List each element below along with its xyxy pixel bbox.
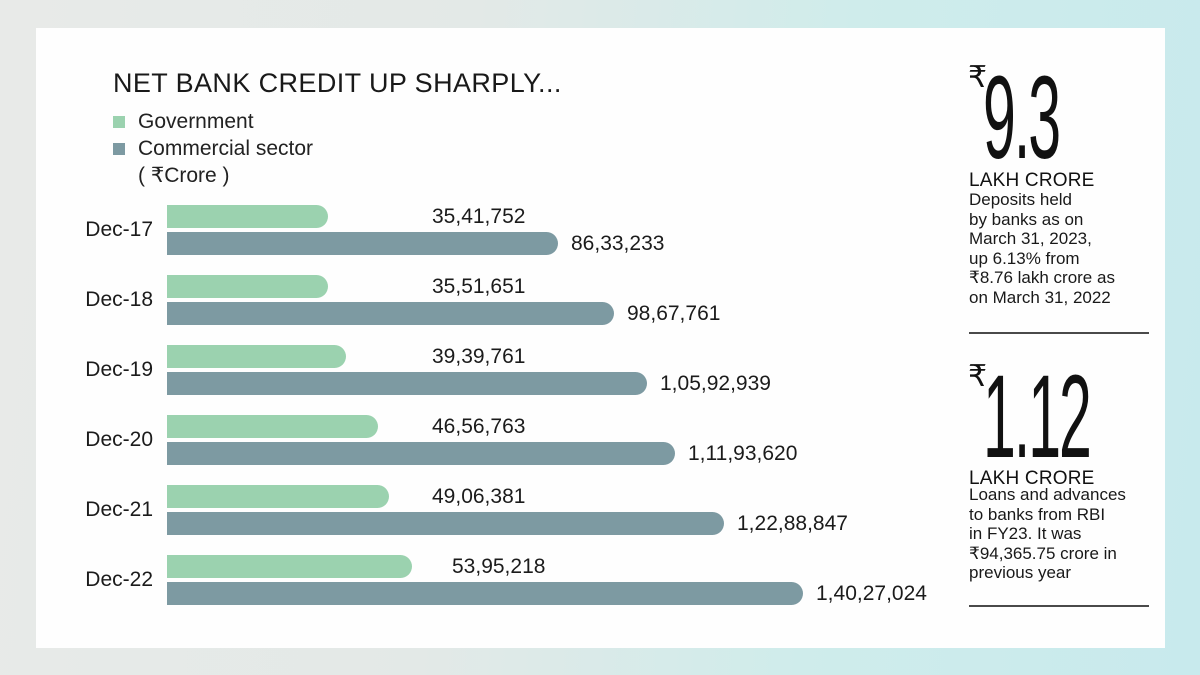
bar-pair: 35,51,651 98,67,761 (167, 275, 927, 325)
stat-value-2: 1.12 (983, 351, 1092, 483)
commercial-value-label: 1,11,93,620 (688, 442, 798, 465)
sidebar-divider (969, 605, 1149, 607)
government-value-label: 49,06,381 (432, 485, 526, 508)
legend-item-commercial: Commercial sector (113, 135, 313, 162)
bar-pair: 53,95,218 1,40,27,024 (167, 555, 927, 605)
category-label: Dec-18 (85, 288, 153, 311)
stat-unit-1: LAKH CRORE (969, 170, 1095, 191)
chart-row: Dec-22 53,95,218 1,40,27,024 (85, 555, 927, 605)
commercial-swatch-icon (113, 142, 125, 155)
commercial-bar (167, 582, 803, 605)
rupee-icon: ₹ (968, 61, 988, 94)
government-value-label: 53,95,218 (452, 555, 546, 578)
bar-pair: 35,41,752 86,33,233 (167, 205, 927, 255)
stat-value-1: 9.3 (983, 52, 1061, 184)
government-value-label: 35,41,752 (432, 205, 526, 228)
government-swatch-icon (113, 115, 125, 128)
government-value-label: 35,51,651 (432, 275, 526, 298)
commercial-bar (167, 512, 724, 535)
government-bar (167, 485, 389, 508)
bar-pair: 39,39,761 1,05,92,939 (167, 345, 927, 395)
infographic-card: NET BANK CREDIT UP SHARPLY... Government… (36, 28, 1165, 648)
stat-description-1: Deposits held by banks as on March 31, 2… (969, 190, 1115, 307)
bar-pair: 49,06,381 1,22,88,847 (167, 485, 927, 535)
government-bar (167, 275, 328, 298)
chart-unit-label: ( ₹Crore ) (138, 164, 230, 187)
bar-pair: 46,56,763 1,11,93,620 (167, 415, 927, 465)
legend-label-commercial: Commercial sector (138, 136, 314, 160)
stats-sidebar: ₹ 9.3 LAKH CRORE Deposits held by banks … (968, 28, 1165, 648)
bar-chart: Dec-17 35,41,752 86,33,233 Dec-18 35,51,… (85, 205, 927, 625)
chart-row: Dec-17 35,41,752 86,33,233 (85, 205, 927, 255)
government-value-label: 46,56,763 (432, 415, 526, 438)
commercial-bar (167, 372, 647, 395)
commercial-value-label: 86,33,233 (571, 232, 665, 255)
chart-row: Dec-21 49,06,381 1,22,88,847 (85, 485, 927, 535)
sidebar-divider (969, 332, 1149, 334)
government-bar (167, 555, 412, 578)
category-label: Dec-22 (85, 568, 153, 591)
legend-item-government: Government (113, 108, 313, 135)
commercial-value-label: 1,05,92,939 (660, 372, 771, 395)
category-label: Dec-20 (85, 428, 153, 451)
commercial-bar (167, 232, 558, 255)
commercial-bar (167, 302, 614, 325)
legend-label-government: Government (138, 109, 254, 133)
chart-row: Dec-18 35,51,651 98,67,761 (85, 275, 927, 325)
chart-row: Dec-19 39,39,761 1,05,92,939 (85, 345, 927, 395)
category-label: Dec-19 (85, 358, 153, 381)
rupee-icon: ₹ (968, 360, 988, 393)
government-bar (167, 345, 346, 368)
commercial-bar (167, 442, 675, 465)
stat-unit-2: LAKH CRORE (969, 468, 1095, 489)
category-label: Dec-17 (85, 218, 153, 241)
stat-description-2: Loans and advances to banks from RBI in … (969, 485, 1126, 582)
chart-legend: Government Commercial sector ( ₹Crore ) (113, 108, 313, 189)
chart-title: NET BANK CREDIT UP SHARPLY... (113, 68, 562, 98)
government-bar (167, 205, 328, 228)
government-bar (167, 415, 378, 438)
commercial-value-label: 1,40,27,024 (816, 582, 927, 605)
commercial-value-label: 98,67,761 (627, 302, 721, 325)
government-value-label: 39,39,761 (432, 345, 526, 368)
category-label: Dec-21 (85, 498, 153, 521)
commercial-value-label: 1,22,88,847 (737, 512, 848, 535)
chart-row: Dec-20 46,56,763 1,11,93,620 (85, 415, 927, 465)
